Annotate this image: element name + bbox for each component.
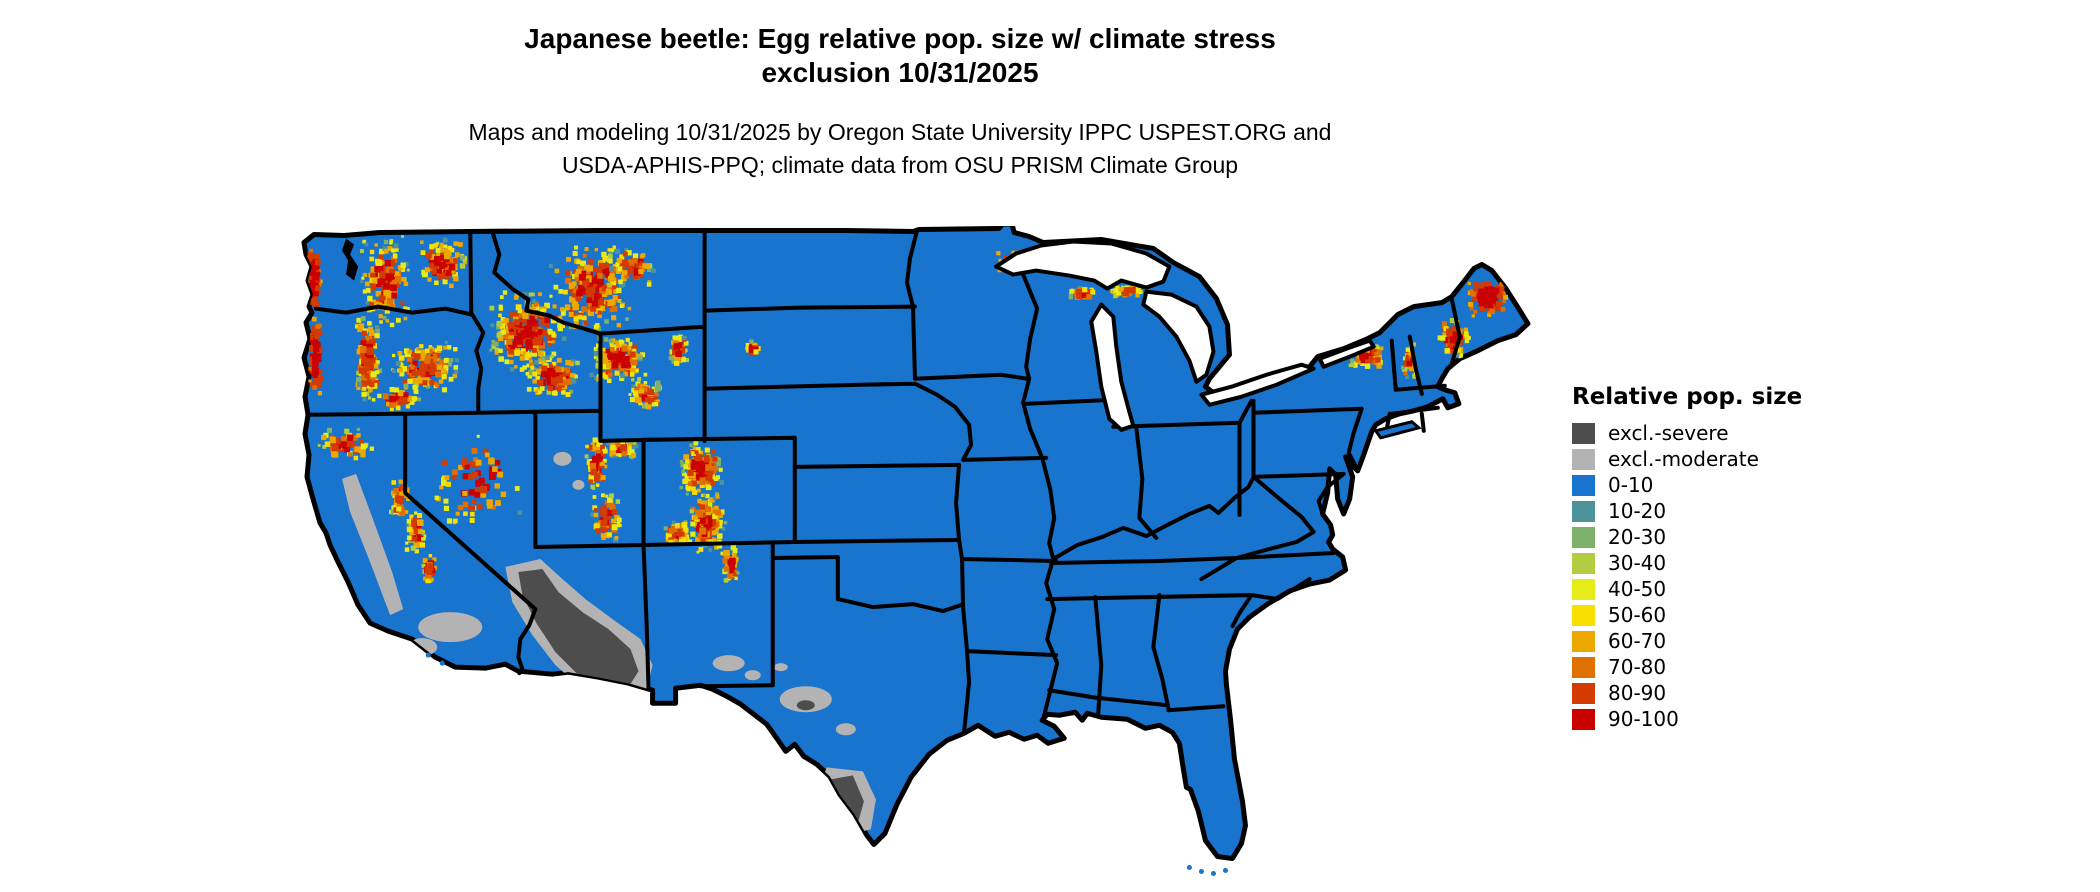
legend-row-excl-severe: excl.-severe bbox=[1572, 420, 1832, 446]
florida-keys bbox=[1186, 864, 1228, 877]
legend-label: 40-50 bbox=[1608, 577, 1667, 601]
legend-swatch-icon bbox=[1572, 474, 1595, 496]
map-subtitle: Maps and modeling 10/31/2025 by Oregon S… bbox=[0, 116, 1800, 182]
exclusion-moderate-ut-west2 bbox=[572, 479, 585, 490]
legend-row-30-40: 30-40 bbox=[1572, 550, 1832, 576]
exclusion-severe-az-sonoran bbox=[518, 569, 639, 690]
map-canvas bbox=[301, 226, 1531, 877]
us-choropleth-map bbox=[300, 226, 1562, 888]
legend-row-0-10: 0-10 bbox=[1572, 472, 1832, 498]
lake-erie bbox=[1199, 362, 1316, 407]
channel-islands bbox=[425, 652, 445, 666]
legend-row-20-30: 20-30 bbox=[1572, 524, 1832, 550]
lake-huron bbox=[1141, 289, 1216, 384]
map-legend: Relative pop. size excl.-severe excl.-mod… bbox=[1572, 384, 1832, 732]
legend-label: 50-60 bbox=[1608, 603, 1667, 627]
exclusion-moderate-tx-pecos bbox=[779, 686, 832, 713]
map-subtitle-line1: Maps and modeling 10/31/2025 by Oregon S… bbox=[468, 119, 1332, 145]
coastal-details bbox=[342, 238, 1422, 877]
legend-swatch-icon bbox=[1572, 578, 1595, 600]
legend-label: 80-90 bbox=[1608, 681, 1667, 705]
legend-swatch-icon bbox=[1572, 656, 1595, 678]
exclusion-moderate-tx-small bbox=[773, 663, 788, 672]
legend-label: 60-70 bbox=[1608, 629, 1667, 653]
legend-swatch-icon bbox=[1572, 682, 1595, 704]
map-title: Japanese beetle: Egg relative pop. size … bbox=[0, 22, 1800, 90]
legend-swatch-icon bbox=[1572, 552, 1595, 574]
legend-rows: excl.-severe excl.-moderate 0-10 10-20 20-30… bbox=[1572, 420, 1832, 732]
lake-ontario bbox=[1317, 338, 1376, 369]
legend-swatch-icon bbox=[1572, 708, 1595, 730]
legend-swatch-icon bbox=[1572, 500, 1595, 522]
exclusion-severe-tx-pecos-spot bbox=[796, 700, 815, 711]
lake-superior bbox=[994, 239, 1172, 291]
lake-michigan bbox=[1089, 302, 1136, 432]
puget-sound bbox=[342, 238, 359, 281]
exclusion-moderate-nm-south2 bbox=[744, 670, 761, 681]
legend-row-80-90: 80-90 bbox=[1572, 680, 1832, 706]
legend-row-60-70: 60-70 bbox=[1572, 628, 1832, 654]
exclusion-moderate-tx-central bbox=[835, 723, 856, 736]
population-hotspots bbox=[305, 234, 1509, 584]
legend-label: 10-20 bbox=[1608, 499, 1667, 523]
legend-label: 30-40 bbox=[1608, 551, 1667, 575]
great-lakes bbox=[994, 239, 1376, 432]
legend-title: Relative pop. size bbox=[1572, 384, 1803, 410]
legend-row-90-100: 90-100 bbox=[1572, 706, 1832, 732]
legend-label: 70-80 bbox=[1608, 655, 1667, 679]
map-title-line2: exclusion 10/31/2025 bbox=[761, 57, 1039, 88]
long-island bbox=[1373, 420, 1422, 440]
exclusion-moderate-ca-central-valley bbox=[342, 473, 404, 616]
legend-swatch-icon bbox=[1572, 448, 1595, 470]
exclusion-moderate-mojave bbox=[418, 612, 483, 643]
legend-swatch-icon bbox=[1572, 422, 1595, 444]
legend-row-70-80: 70-80 bbox=[1572, 654, 1832, 680]
exclusion-moderate-ut-west1 bbox=[553, 451, 572, 466]
legend-row-50-60: 50-60 bbox=[1572, 602, 1832, 628]
map-subtitle-line2: USDA-APHIS-PPQ; climate data from OSU PR… bbox=[561, 152, 1239, 178]
legend-swatch-icon bbox=[1572, 604, 1595, 626]
legend-label: 90-100 bbox=[1608, 707, 1679, 731]
legend-row-10-20: 10-20 bbox=[1572, 498, 1832, 524]
exclusion-moderate-nm-south1 bbox=[712, 655, 745, 672]
legend-label: 0-10 bbox=[1608, 473, 1654, 497]
legend-label: 20-30 bbox=[1608, 525, 1667, 549]
legend-label: excl.-moderate bbox=[1608, 447, 1759, 471]
legend-row-40-50: 40-50 bbox=[1572, 576, 1832, 602]
legend-row-excl-moderate: excl.-moderate bbox=[1572, 446, 1832, 472]
legend-swatch-icon bbox=[1572, 526, 1595, 548]
legend-label: excl.-severe bbox=[1608, 421, 1729, 445]
legend-swatch-icon bbox=[1572, 630, 1595, 652]
map-title-line1: Japanese beetle: Egg relative pop. size … bbox=[524, 23, 1276, 54]
state-borders bbox=[306, 228, 1462, 735]
